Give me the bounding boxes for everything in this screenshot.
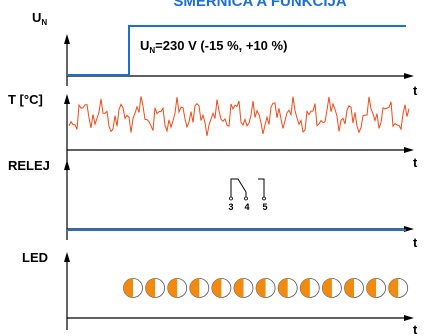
temperature-t-arrow-icon <box>404 147 414 153</box>
led-blink-12-icon <box>366 278 387 298</box>
supply-t-arrow-icon <box>404 73 414 79</box>
relay-t-arrow-icon <box>404 226 414 232</box>
led-blink-7-icon <box>255 278 276 298</box>
supply-waveform <box>67 25 406 76</box>
led-blink-13-icon <box>388 278 409 298</box>
relay-label: RELEJ <box>8 158 50 173</box>
supply-annotation: UN=230 V (-15 %, +10 %) <box>140 38 287 55</box>
led-blink-10-icon <box>321 278 342 298</box>
supply-t-label: t <box>413 83 418 98</box>
led-label: LED <box>22 250 48 265</box>
temperature-panel: T [°C] t <box>8 92 418 170</box>
relay-contact-3: 3 <box>228 202 233 212</box>
relay-t-label: t <box>413 235 418 250</box>
diagram-title: SMĚRNICA A FUNKCIJA <box>173 0 347 10</box>
temperature-label: T [°C] <box>8 92 43 107</box>
led-panel: LED t <box>22 250 418 336</box>
relay-contact-4: 4 <box>244 202 249 212</box>
led-t-arrow-icon <box>404 315 414 321</box>
led-blink-5-icon <box>211 278 232 298</box>
relay-contact-5: 5 <box>262 202 267 212</box>
supply-y-arrow-icon <box>64 34 70 44</box>
led-blink-3-icon <box>167 278 188 298</box>
led-blink-4-icon <box>189 278 210 298</box>
supply-label: UN <box>32 10 47 27</box>
temperature-y-arrow-icon <box>64 94 70 104</box>
relay-y-arrow-icon <box>64 160 70 170</box>
led-blink-6-icon <box>233 278 254 298</box>
led-blink-11-icon <box>344 278 364 298</box>
led-blink-2-icon <box>145 278 166 298</box>
led-t-label: t <box>413 322 418 336</box>
led-blink-row <box>123 278 409 298</box>
led-blink-9-icon <box>299 278 320 298</box>
relay-contact-icon: 3 4 5 <box>228 178 268 212</box>
led-blink-1-icon <box>123 278 143 298</box>
relay-panel: RELEJ t 3 4 5 <box>8 158 418 250</box>
led-blink-8-icon <box>277 278 298 298</box>
temperature-t-label: t <box>413 155 418 170</box>
temperature-waveform <box>68 96 410 136</box>
supply-panel: UN t UN=230 V (-15 %, +10 %) <box>32 10 418 98</box>
led-y-arrow-icon <box>64 252 70 262</box>
